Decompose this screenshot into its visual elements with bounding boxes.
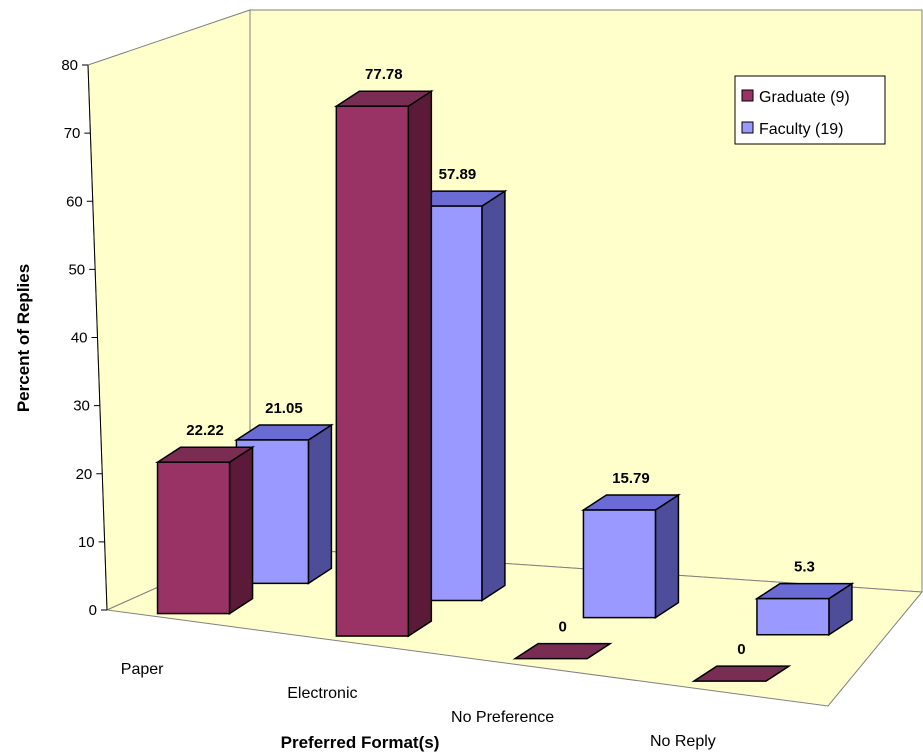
bar-side: [228, 445, 254, 615]
x-tick-label: Paper: [121, 661, 164, 678]
y-tick-label: 40: [71, 330, 88, 347]
x-tick-label: No Reply: [650, 733, 716, 750]
bar-side: [654, 493, 680, 619]
bar-side: [481, 189, 506, 602]
legend-swatch-graduate: [741, 89, 754, 102]
legend-label-graduate: Graduate (9): [759, 89, 850, 106]
y-tick-label: 20: [76, 466, 93, 483]
data-labels: 21.05 22.22 57.89 77.78 15.79 0 5.3 0: [186, 66, 815, 658]
data-label: 57.89: [439, 166, 477, 183]
y-tick-label: 80: [61, 57, 78, 74]
legend-box: [734, 75, 886, 145]
bar-top: [512, 642, 613, 660]
bar-faculty-no-reply: [754, 582, 855, 637]
legend-swatch-faculty: [741, 121, 754, 134]
x-axis: Paper Electronic No Preference No Reply: [121, 661, 716, 750]
bar-graduate-paper: [155, 445, 256, 615]
y-tick-label: 60: [66, 193, 83, 210]
bar-front: [582, 509, 657, 619]
x-axis-title: Preferred Format(s): [281, 733, 440, 752]
bars: [155, 89, 855, 682]
y-tick-label: 30: [73, 398, 90, 415]
bar-front: [756, 597, 830, 636]
bar-graduate-no-reply: [691, 665, 792, 682]
x-tick-label: No Preference: [451, 709, 554, 726]
bar-side: [407, 89, 433, 638]
bar-faculty-no-preference: [580, 493, 681, 619]
y-tick-label: 10: [78, 534, 95, 551]
data-label: 22.22: [186, 422, 224, 439]
y-axis-line: [87, 64, 108, 611]
data-label: 0: [558, 619, 566, 636]
data-label: 0: [737, 641, 745, 658]
legend: Graduate (9) Faculty (19): [734, 75, 886, 145]
data-label: 5.3: [794, 559, 815, 576]
data-label: 15.79: [612, 470, 650, 487]
y-tick-label: 0: [89, 602, 97, 619]
y-tick-label: 70: [64, 125, 81, 142]
bar-graduate-electronic: [333, 89, 434, 638]
bar-front: [335, 105, 410, 637]
y-tick-label: 50: [68, 261, 85, 278]
legend-label-faculty: Faculty (19): [759, 121, 843, 138]
y-axis: 0 10 20 30 40 50 60 70 80: [61, 57, 108, 619]
y-axis-title: Percent of Replies: [14, 264, 33, 412]
bar-graduate-no-preference: [512, 642, 613, 660]
data-label: 21.05: [265, 400, 303, 417]
data-label: 77.78: [365, 66, 403, 83]
bar-side: [307, 423, 333, 585]
bar-front: [156, 461, 231, 615]
x-tick-label: Electronic: [287, 685, 357, 702]
bar-top: [691, 665, 792, 682]
